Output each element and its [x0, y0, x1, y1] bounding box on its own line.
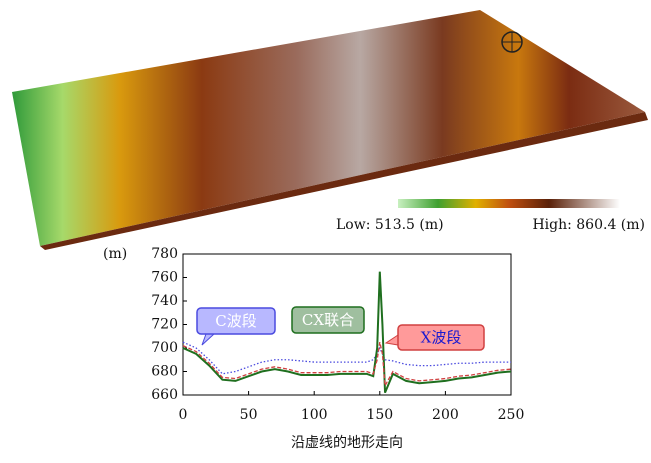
x-tick-label: 250 [498, 407, 525, 423]
y-tick-label: 740 [151, 293, 178, 309]
legend-label: X波段 [421, 329, 462, 347]
x-tick-label: 100 [301, 407, 328, 423]
y-tick-label: 680 [151, 364, 178, 380]
y-tick-label: 760 [151, 270, 178, 286]
x-tick-label: 150 [366, 407, 393, 423]
legend-callout-tail [202, 334, 214, 345]
legend-callout-tail [386, 335, 398, 345]
figure: Low: 513.5 (m) High: 860.4 (m) (m) 沿虚线的地… [0, 0, 651, 459]
y-tick-label: 660 [151, 387, 178, 403]
x-axis-label: 沿虚线的地形走向 [291, 435, 403, 451]
colorbar-high: High: 860.4 (m) [532, 217, 645, 233]
colorbar [398, 199, 620, 208]
legend-label: CX联合 [302, 311, 354, 329]
y-tick-label: 780 [151, 246, 178, 262]
x-tick-label: 200 [432, 407, 459, 423]
y-tick-label: 720 [151, 317, 178, 333]
x-tick-label: 50 [240, 407, 258, 423]
y-axis-label: (m) [103, 246, 127, 262]
y-tick-label: 700 [151, 340, 178, 356]
legend-label: C波段 [215, 312, 256, 330]
terrain-surface [12, 10, 645, 246]
x-tick-label: 0 [179, 407, 188, 423]
terrain-render [12, 10, 648, 250]
colorbar-low: Low: 513.5 (m) [336, 217, 444, 233]
